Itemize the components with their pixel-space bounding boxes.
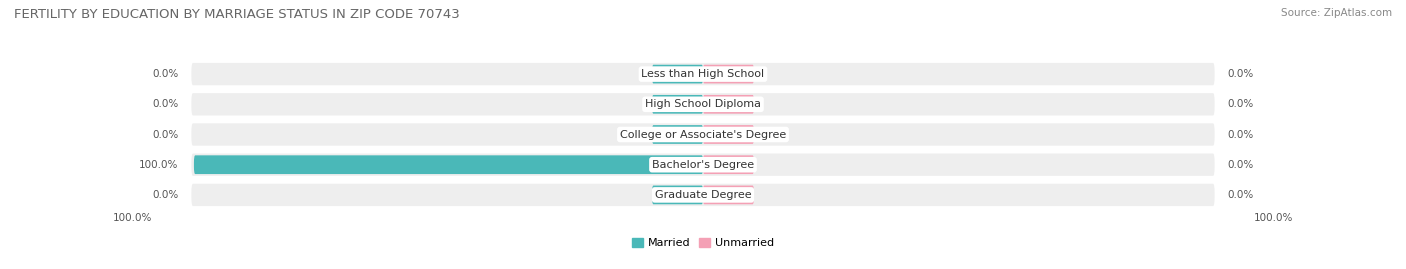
Text: 100.0%: 100.0% xyxy=(1254,213,1294,222)
Text: 0.0%: 0.0% xyxy=(1227,99,1254,109)
FancyBboxPatch shape xyxy=(652,186,703,204)
Text: 0.0%: 0.0% xyxy=(152,99,179,109)
Text: High School Diploma: High School Diploma xyxy=(645,99,761,109)
Text: 0.0%: 0.0% xyxy=(1227,129,1254,140)
Text: Source: ZipAtlas.com: Source: ZipAtlas.com xyxy=(1281,8,1392,18)
FancyBboxPatch shape xyxy=(703,125,754,144)
FancyBboxPatch shape xyxy=(652,65,703,83)
FancyBboxPatch shape xyxy=(191,184,1215,206)
Text: 0.0%: 0.0% xyxy=(1227,160,1254,170)
FancyBboxPatch shape xyxy=(652,95,703,114)
Text: 0.0%: 0.0% xyxy=(1227,69,1254,79)
FancyBboxPatch shape xyxy=(194,155,703,174)
FancyBboxPatch shape xyxy=(703,65,754,83)
Text: 100.0%: 100.0% xyxy=(112,213,152,222)
Text: 100.0%: 100.0% xyxy=(139,160,179,170)
Text: Bachelor's Degree: Bachelor's Degree xyxy=(652,160,754,170)
Text: Graduate Degree: Graduate Degree xyxy=(655,190,751,200)
Text: Less than High School: Less than High School xyxy=(641,69,765,79)
Text: 0.0%: 0.0% xyxy=(1227,190,1254,200)
Legend: Married, Unmarried: Married, Unmarried xyxy=(627,233,779,253)
FancyBboxPatch shape xyxy=(191,123,1215,146)
FancyBboxPatch shape xyxy=(652,125,703,144)
FancyBboxPatch shape xyxy=(191,63,1215,85)
FancyBboxPatch shape xyxy=(191,93,1215,115)
Text: FERTILITY BY EDUCATION BY MARRIAGE STATUS IN ZIP CODE 70743: FERTILITY BY EDUCATION BY MARRIAGE STATU… xyxy=(14,8,460,21)
Text: 0.0%: 0.0% xyxy=(152,69,179,79)
FancyBboxPatch shape xyxy=(191,154,1215,176)
Text: College or Associate's Degree: College or Associate's Degree xyxy=(620,129,786,140)
FancyBboxPatch shape xyxy=(703,155,754,174)
Text: 0.0%: 0.0% xyxy=(152,129,179,140)
FancyBboxPatch shape xyxy=(703,95,754,114)
Text: 0.0%: 0.0% xyxy=(152,190,179,200)
FancyBboxPatch shape xyxy=(703,186,754,204)
